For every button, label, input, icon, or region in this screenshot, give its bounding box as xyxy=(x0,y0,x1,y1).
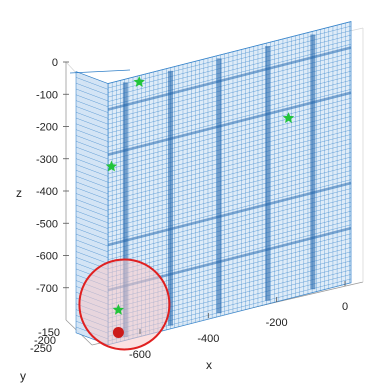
z-tick-label: -500 xyxy=(36,218,58,230)
x-axis-label: x xyxy=(206,358,212,372)
red-dot-marker xyxy=(112,326,124,338)
cloud-floor xyxy=(107,91,352,156)
y-tick-label: -250 xyxy=(30,343,52,355)
z-tick-label: -200 xyxy=(36,122,58,134)
cloud-side-line xyxy=(75,239,109,253)
cloud-side-line xyxy=(75,251,109,264)
cloud-side-line xyxy=(75,77,109,90)
cloud-side-line xyxy=(75,164,109,177)
cloud-hline xyxy=(107,21,352,84)
cloud-side-line xyxy=(75,228,109,241)
cloud-side-line xyxy=(75,216,109,229)
cloud-side-line xyxy=(75,100,109,113)
x-ticks: -600 -400 -200 0 xyxy=(129,281,348,361)
markers xyxy=(105,76,295,338)
y-axis-label: y xyxy=(20,369,26,383)
cloud-side-line xyxy=(75,82,109,96)
highlight-annotation xyxy=(78,258,171,351)
cloud-side-line xyxy=(75,210,109,224)
cloud-side-line xyxy=(75,71,109,84)
cloud-side-line xyxy=(75,233,109,247)
cloud-side-line xyxy=(75,88,109,102)
cloud-side-line xyxy=(75,94,109,108)
cloud-side-line xyxy=(75,135,109,148)
cloud-side-line xyxy=(75,123,109,137)
cloud-side-line xyxy=(75,199,109,212)
x-tick-label: 0 xyxy=(342,301,348,313)
cloud-side-line xyxy=(75,170,109,183)
z-tick-label: -700 xyxy=(36,283,58,295)
cloud-side-line xyxy=(75,106,109,119)
cloud-side-line xyxy=(75,181,109,195)
x-tick-label: -200 xyxy=(266,317,288,329)
y-tick-label: -200 xyxy=(34,335,56,347)
star-marker xyxy=(112,303,125,315)
cloud-side-line xyxy=(75,146,109,160)
z-tick-label: -400 xyxy=(36,186,58,198)
z-tick-label: -600 xyxy=(36,251,58,263)
cloud-top-edge xyxy=(69,69,131,74)
x-tick-label: -400 xyxy=(197,333,219,345)
z-tick-label: -300 xyxy=(36,154,58,166)
x-tick-label: -600 xyxy=(129,349,151,361)
cloud-side-line xyxy=(75,245,109,258)
star-marker xyxy=(282,112,295,123)
z-tick-label: 0 xyxy=(52,57,58,69)
highlight-circle xyxy=(78,258,171,351)
cloud-side-line xyxy=(75,158,109,171)
cloud-side-line xyxy=(75,193,109,206)
cloud-floor xyxy=(107,181,352,246)
y-tick-label: -150 xyxy=(38,327,60,339)
cloud-side-line xyxy=(75,175,109,189)
star-marker xyxy=(133,76,145,87)
cloud-side-line xyxy=(75,111,109,125)
z-axis-label: z xyxy=(16,186,22,200)
z-tick-label: -100 xyxy=(36,89,58,101)
cloud-side-line xyxy=(75,204,109,218)
cloud-side-line xyxy=(75,129,109,142)
star-marker xyxy=(105,160,118,172)
z-ticks: 0 -100 -200 -300 -400 -500 -600 -700 xyxy=(36,57,69,295)
cloud-floor xyxy=(107,46,352,111)
cloud-side-line xyxy=(75,222,109,235)
cloud-side-line xyxy=(75,187,109,200)
cloud-side-line xyxy=(75,117,109,131)
cloud-side-line xyxy=(75,140,109,154)
cloud-side-line xyxy=(75,152,109,166)
y-ticks: -150-200-250 xyxy=(30,327,60,355)
